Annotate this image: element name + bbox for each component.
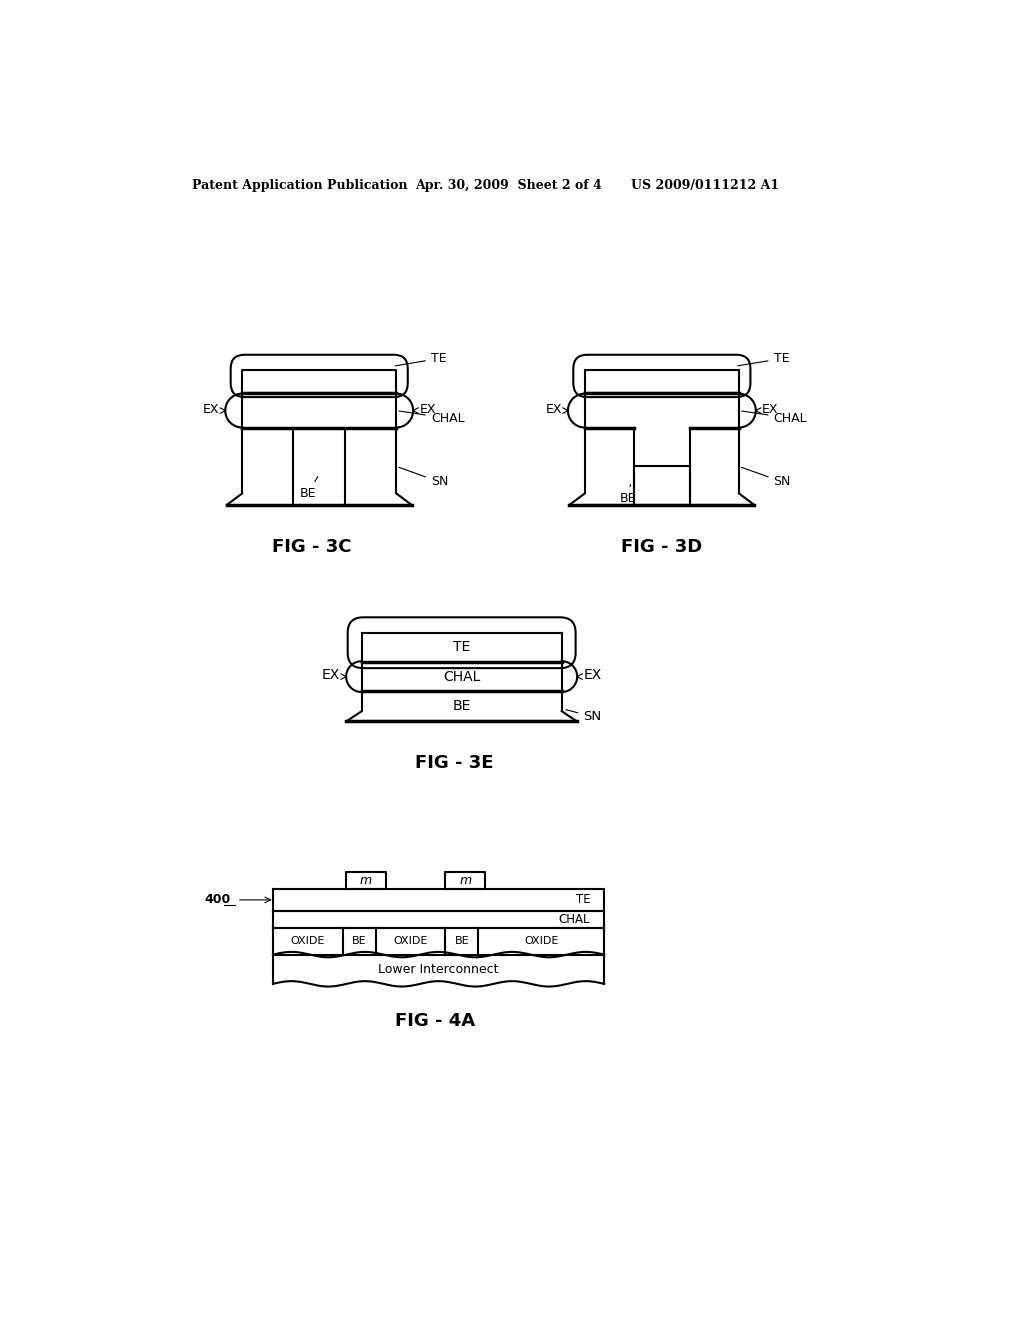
Text: SN: SN — [566, 710, 601, 723]
Text: EX: EX — [419, 403, 436, 416]
Text: Lower Interconnect: Lower Interconnect — [378, 962, 499, 975]
Text: CHAL: CHAL — [399, 411, 465, 425]
Text: CHAL: CHAL — [559, 912, 590, 925]
Text: BE: BE — [620, 484, 636, 506]
Text: BE: BE — [300, 477, 317, 500]
Text: EX: EX — [584, 668, 601, 682]
Text: TE: TE — [737, 352, 790, 366]
Text: 400: 400 — [205, 894, 230, 907]
Text: EX: EX — [545, 403, 562, 416]
Text: SN: SN — [741, 467, 791, 488]
Text: TE: TE — [395, 352, 446, 366]
Text: CHAL: CHAL — [443, 669, 480, 684]
Text: BE: BE — [455, 936, 469, 946]
Text: FIG - 4A: FIG - 4A — [394, 1012, 475, 1030]
Text: EX: EX — [203, 403, 219, 416]
Text: FIG - 3C: FIG - 3C — [271, 539, 351, 556]
Text: OXIDE: OXIDE — [291, 936, 325, 946]
Text: OXIDE: OXIDE — [524, 936, 558, 946]
Text: SN: SN — [398, 467, 449, 488]
Text: BE: BE — [352, 936, 367, 946]
Text: US 2009/0111212 A1: US 2009/0111212 A1 — [631, 178, 779, 191]
Text: m: m — [459, 874, 471, 887]
Text: EX: EX — [322, 668, 340, 682]
Text: BE: BE — [453, 698, 471, 713]
Text: TE: TE — [575, 894, 590, 907]
Text: Patent Application Publication: Patent Application Publication — [193, 178, 408, 191]
Text: CHAL: CHAL — [741, 411, 807, 425]
Text: Apr. 30, 2009  Sheet 2 of 4: Apr. 30, 2009 Sheet 2 of 4 — [416, 178, 602, 191]
Text: EX: EX — [762, 403, 778, 416]
Text: FIG - 3D: FIG - 3D — [622, 539, 702, 556]
Text: FIG - 3E: FIG - 3E — [415, 754, 494, 772]
Text: TE: TE — [453, 640, 470, 655]
Text: m: m — [359, 874, 372, 887]
Text: OXIDE: OXIDE — [393, 936, 428, 946]
